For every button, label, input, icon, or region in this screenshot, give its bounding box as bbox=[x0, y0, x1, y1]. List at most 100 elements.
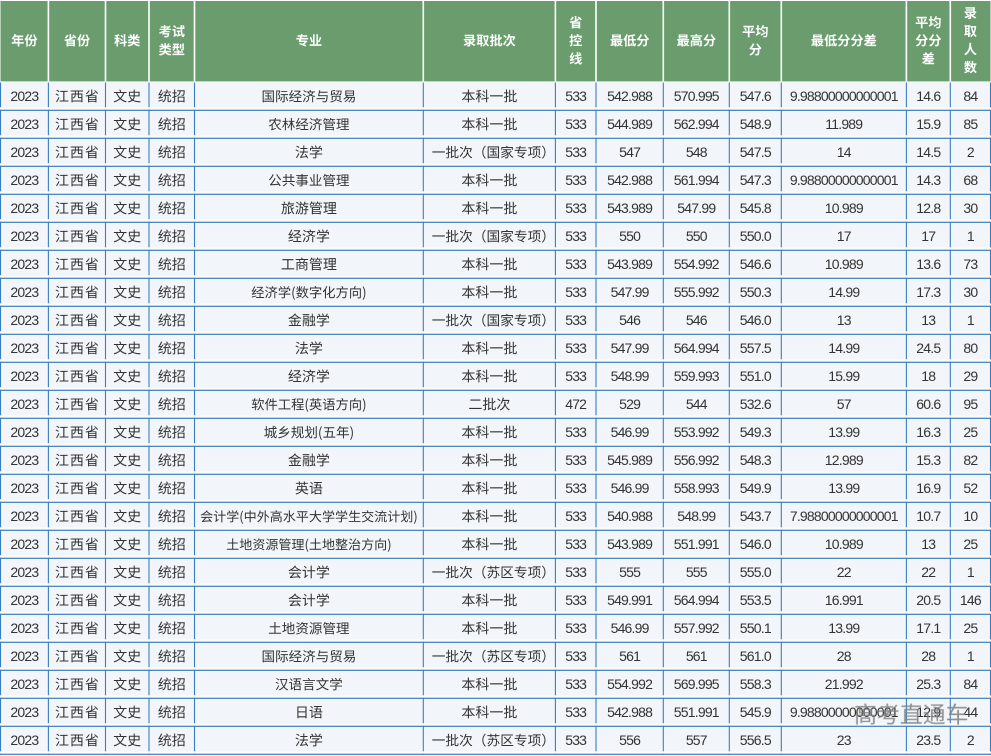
svg-text:543.989: 543.989 bbox=[607, 200, 653, 216]
svg-text:551.991: 551.991 bbox=[674, 704, 720, 720]
svg-text:556.5: 556.5 bbox=[740, 732, 772, 748]
svg-text:556: 556 bbox=[619, 732, 641, 748]
svg-text:14.99: 14.99 bbox=[828, 340, 860, 356]
svg-text:557: 557 bbox=[686, 732, 708, 748]
svg-text:85: 85 bbox=[963, 116, 978, 132]
svg-text:1: 1 bbox=[967, 648, 975, 664]
svg-text:20.5: 20.5 bbox=[916, 592, 941, 608]
svg-text:555.992: 555.992 bbox=[674, 284, 720, 300]
svg-text:30: 30 bbox=[963, 284, 978, 300]
svg-text:556.992: 556.992 bbox=[674, 452, 720, 468]
svg-text:57: 57 bbox=[837, 396, 852, 412]
svg-text:533: 533 bbox=[565, 732, 587, 748]
svg-text:17: 17 bbox=[921, 228, 936, 244]
svg-text:30: 30 bbox=[963, 200, 978, 216]
svg-text:7.98800000000001: 7.98800000000001 bbox=[790, 508, 899, 524]
svg-text:543.989: 543.989 bbox=[607, 256, 653, 272]
svg-text:548.3: 548.3 bbox=[740, 452, 772, 468]
svg-text:2023: 2023 bbox=[10, 312, 39, 328]
svg-text:548: 548 bbox=[686, 144, 708, 160]
svg-text:555: 555 bbox=[619, 564, 641, 580]
svg-text:546.99: 546.99 bbox=[611, 620, 650, 636]
svg-text:2023: 2023 bbox=[10, 116, 39, 132]
svg-text:17.3: 17.3 bbox=[916, 284, 941, 300]
svg-text:549.3: 549.3 bbox=[740, 424, 772, 440]
svg-text:533: 533 bbox=[565, 144, 587, 160]
svg-text:21.992: 21.992 bbox=[825, 676, 864, 692]
svg-text:10.989: 10.989 bbox=[825, 536, 864, 552]
svg-text:82: 82 bbox=[963, 452, 978, 468]
svg-text:2: 2 bbox=[967, 144, 975, 160]
svg-text:2023: 2023 bbox=[10, 396, 39, 412]
svg-text:2023: 2023 bbox=[10, 228, 39, 244]
svg-text:549.991: 549.991 bbox=[607, 592, 653, 608]
svg-text:16.9: 16.9 bbox=[916, 480, 941, 496]
svg-text:548.9: 548.9 bbox=[740, 116, 772, 132]
svg-text:9.98800000000001: 9.98800000000001 bbox=[790, 172, 899, 188]
svg-text:23: 23 bbox=[837, 732, 852, 748]
svg-text:533: 533 bbox=[565, 424, 587, 440]
svg-text:13.99: 13.99 bbox=[828, 480, 860, 496]
svg-text:11.989: 11.989 bbox=[825, 116, 863, 132]
svg-text:2023: 2023 bbox=[10, 452, 39, 468]
svg-text:29: 29 bbox=[963, 368, 978, 384]
svg-text:533: 533 bbox=[565, 368, 587, 384]
svg-text:547: 547 bbox=[619, 144, 641, 160]
svg-text:550.0: 550.0 bbox=[740, 228, 772, 244]
svg-text:2023: 2023 bbox=[10, 648, 39, 664]
svg-text:22: 22 bbox=[921, 564, 936, 580]
svg-text:542.988: 542.988 bbox=[607, 172, 653, 188]
svg-text:9.98800000000001: 9.98800000000001 bbox=[790, 88, 899, 104]
svg-text:16.3: 16.3 bbox=[916, 424, 941, 440]
svg-text:545.989: 545.989 bbox=[607, 452, 653, 468]
svg-text:547.99: 547.99 bbox=[611, 340, 650, 356]
svg-text:548.99: 548.99 bbox=[611, 368, 650, 384]
svg-text:546: 546 bbox=[619, 312, 641, 328]
svg-text:10.7: 10.7 bbox=[916, 508, 941, 524]
svg-text:24.5: 24.5 bbox=[916, 340, 941, 356]
svg-text:543.7: 543.7 bbox=[740, 508, 772, 524]
svg-text:533: 533 bbox=[565, 648, 587, 664]
svg-text:13.99: 13.99 bbox=[828, 424, 860, 440]
svg-text:13: 13 bbox=[837, 312, 852, 328]
svg-text:60.6: 60.6 bbox=[916, 396, 941, 412]
svg-text:550: 550 bbox=[619, 228, 641, 244]
svg-text:549.9: 549.9 bbox=[740, 480, 772, 496]
svg-text:553.992: 553.992 bbox=[674, 424, 720, 440]
svg-text:554.992: 554.992 bbox=[674, 256, 720, 272]
svg-text:2023: 2023 bbox=[10, 508, 39, 524]
svg-text:84: 84 bbox=[963, 88, 978, 104]
svg-text:553.5: 553.5 bbox=[740, 592, 772, 608]
svg-text:533: 533 bbox=[565, 620, 587, 636]
svg-text:2023: 2023 bbox=[10, 424, 39, 440]
svg-text:14.5: 14.5 bbox=[916, 144, 941, 160]
svg-text:562.994: 562.994 bbox=[674, 116, 720, 132]
svg-text:44: 44 bbox=[963, 704, 978, 720]
svg-text:10.989: 10.989 bbox=[825, 256, 864, 272]
svg-text:2023: 2023 bbox=[10, 536, 39, 552]
svg-text:84: 84 bbox=[963, 676, 978, 692]
svg-text:533: 533 bbox=[565, 228, 587, 244]
svg-text:564.994: 564.994 bbox=[674, 592, 720, 608]
svg-text:533: 533 bbox=[565, 480, 587, 496]
svg-text:2023: 2023 bbox=[10, 480, 39, 496]
svg-text:2023: 2023 bbox=[10, 172, 39, 188]
svg-text:542.988: 542.988 bbox=[607, 704, 653, 720]
svg-text:533: 533 bbox=[565, 508, 587, 524]
svg-text:533: 533 bbox=[565, 88, 587, 104]
svg-text:554.992: 554.992 bbox=[607, 676, 653, 692]
svg-text:472: 472 bbox=[565, 396, 587, 412]
svg-text:1: 1 bbox=[967, 564, 975, 580]
svg-text:533: 533 bbox=[565, 312, 587, 328]
svg-text:555: 555 bbox=[686, 564, 708, 580]
svg-text:529: 529 bbox=[619, 396, 641, 412]
svg-text:25: 25 bbox=[963, 536, 978, 552]
svg-text:547.3: 547.3 bbox=[740, 172, 772, 188]
svg-text:533: 533 bbox=[565, 592, 587, 608]
svg-text:13: 13 bbox=[921, 312, 936, 328]
svg-text:548.99: 548.99 bbox=[677, 508, 716, 524]
svg-text:546.99: 546.99 bbox=[611, 480, 650, 496]
svg-text:557.5: 557.5 bbox=[740, 340, 772, 356]
svg-text:557.992: 557.992 bbox=[674, 620, 720, 636]
svg-text:544: 544 bbox=[686, 396, 708, 412]
